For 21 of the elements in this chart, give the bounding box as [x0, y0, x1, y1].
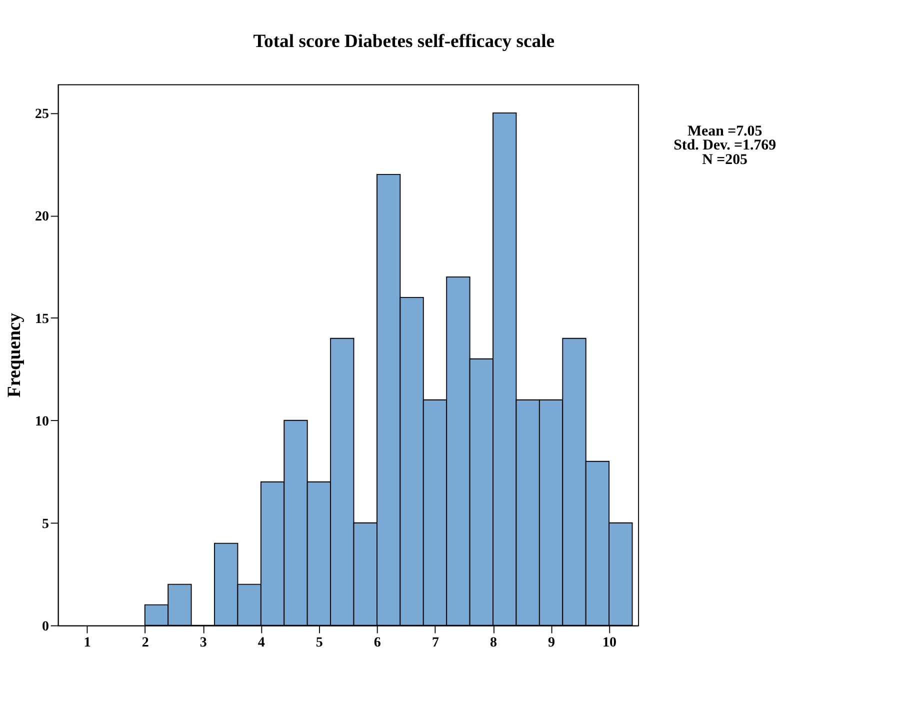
x-tick-label: 5: [316, 635, 323, 650]
y-tick-label: 0: [42, 619, 49, 634]
y-tick-label: 20: [34, 210, 49, 225]
text: Mean =7.05: [687, 123, 762, 140]
y-tick-label: 15: [34, 312, 49, 328]
x-tick-label: 7: [432, 635, 439, 650]
y-tick-label: 10: [34, 414, 49, 430]
x-tick-label: 10: [602, 635, 617, 650]
chart-title: Total score Diabetes self-efficacy scale: [253, 30, 555, 52]
x-tick-label: 4: [258, 635, 265, 650]
text: N =205: [702, 152, 748, 168]
x-tick-label: 9: [548, 635, 556, 650]
text: Std. Dev. =1.769: [674, 138, 776, 154]
y-tick-label: 5: [42, 516, 49, 532]
x-tick-label: 1: [84, 635, 91, 650]
y-tick-label: 25: [34, 107, 49, 122]
x-tick-label: 2: [142, 635, 149, 650]
y-axis-title: Frequency: [4, 312, 26, 398]
x-tick-label: 3: [200, 635, 207, 650]
x-tick-label: 8: [490, 635, 497, 650]
x-tick-label: 6: [374, 635, 381, 650]
